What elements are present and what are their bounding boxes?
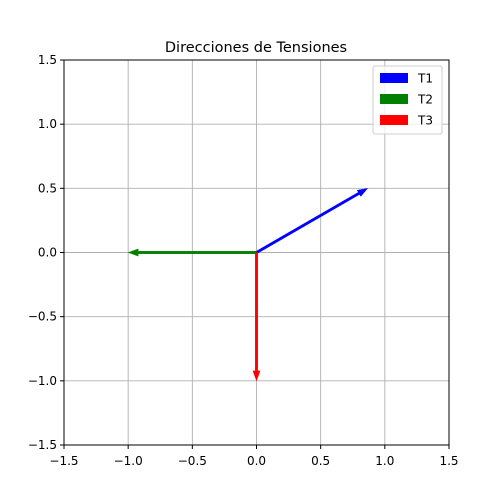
y-tick-label: −1.5: [28, 438, 57, 452]
x-tick-label: −1.5: [49, 454, 78, 468]
chart-title: Direcciones de Tensiones: [165, 40, 347, 56]
legend-swatch-t3: [380, 115, 408, 125]
arrow-t3: [252, 252, 261, 382]
y-tick-label: 0.5: [38, 181, 57, 195]
legend-swatch-t1: [380, 73, 408, 83]
x-tick-label: 0.0: [247, 454, 266, 468]
y-tick-label: 1.0: [38, 117, 57, 131]
x-tick-label: −1.0: [114, 454, 143, 468]
y-tick-label: −0.5: [28, 310, 57, 324]
y-tick-label: 1.5: [38, 53, 57, 67]
x-tick-label: 1.0: [375, 454, 394, 468]
legend-label-t3: T3: [417, 114, 433, 128]
y-tick-label: 0.0: [38, 246, 57, 260]
arrow-t2: [127, 248, 257, 257]
legend-label-t2: T2: [417, 93, 433, 107]
y-tick-label: −1.0: [28, 374, 57, 388]
x-tick-label: 0.5: [311, 454, 330, 468]
arrow-t1: [255, 188, 369, 254]
x-tick-label: −0.5: [178, 454, 207, 468]
legend: T1 T2 T3: [372, 65, 443, 135]
x-tick-label: 1.5: [439, 454, 458, 468]
legend-label-t1: T1: [417, 72, 433, 86]
vector-arrows: [127, 188, 369, 382]
axis-ticks: −1.5 −1.0 −0.5 0.0 0.5 1.0 1.5 −1.5 −1.0 −0.5 0.0 0…: [28, 53, 459, 468]
legend-swatch-t2: [380, 94, 408, 104]
